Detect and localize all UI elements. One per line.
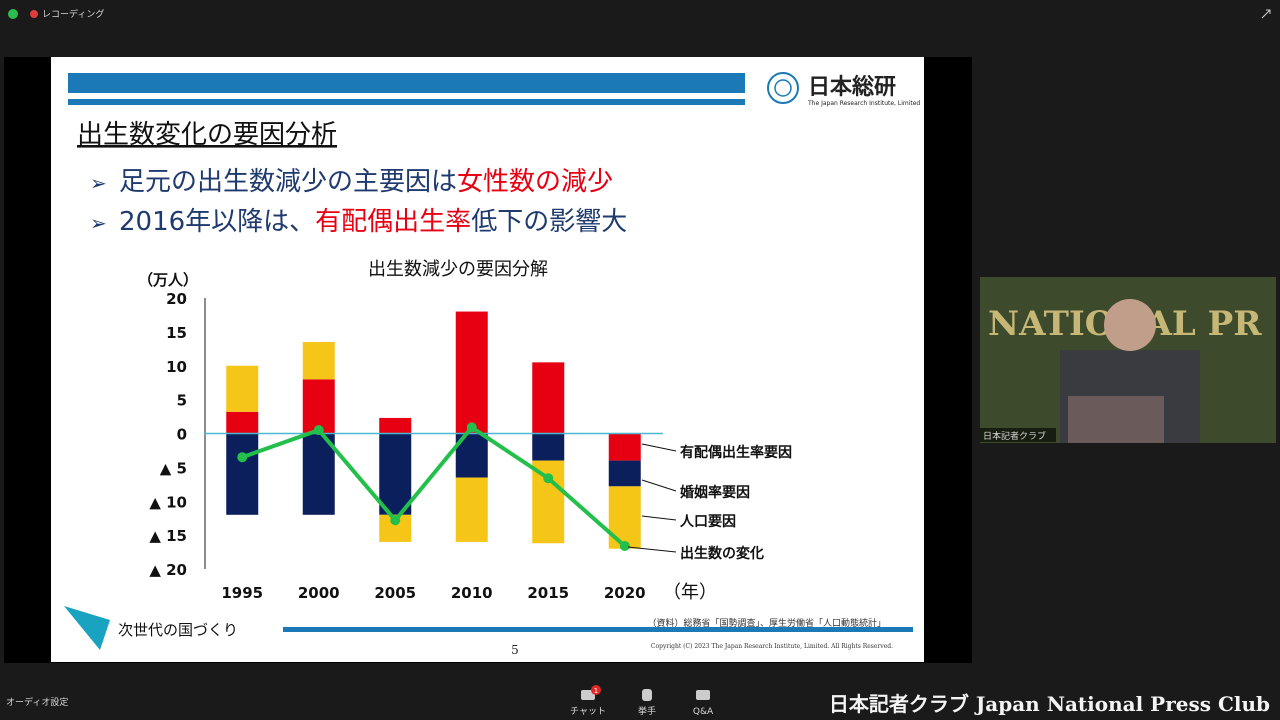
recording-label: レコーディング (42, 8, 104, 20)
slide-header-bar (68, 99, 745, 105)
participant-label-bg (980, 428, 1056, 442)
audio-settings[interactable]: オーディオ設定 (6, 696, 68, 708)
x-tick-label: 2020 (604, 584, 646, 602)
chat-button[interactable]: チャット (570, 706, 606, 717)
watermark: 日本記者クラブ Japan National Press Club (829, 692, 1270, 716)
y-tick-label: ▲ 15 (149, 527, 187, 545)
bar-segment (455, 477, 488, 542)
legend-leader (641, 515, 677, 521)
x-tick-label: 2010 (451, 584, 493, 602)
y-tick-label: ▲ 10 (149, 493, 187, 511)
bar-segment (455, 311, 488, 434)
y-tick-label: 20 (166, 290, 187, 308)
footer-bar (283, 627, 913, 632)
qa-icon[interactable] (696, 690, 710, 700)
bullet-marker: ➢ (90, 211, 107, 235)
legend-label: 有配偶出生率要因 (680, 444, 792, 461)
bar-segment (302, 379, 335, 434)
chart: 出生数減少の要因分解 （万人） （年） ▲ 20 ▲ 15 ▲ 10 ▲ 5 0 5 10 15 20… (138, 259, 792, 603)
video-speaker-head (1104, 299, 1156, 351)
y-tick-label: 0 (177, 426, 187, 444)
bar-segment (302, 342, 335, 380)
logo-name: 日本総研 (808, 74, 896, 100)
bar-segment (226, 365, 259, 412)
bar-segment (226, 433, 259, 515)
bar-segment (379, 433, 412, 515)
logo-subtitle: The Japan Research Institute, Limited (807, 100, 920, 107)
security-icon[interactable] (8, 9, 18, 19)
raise-hand-icon[interactable] (642, 689, 652, 701)
legend-label: 婚姻率要因 (680, 484, 750, 501)
footer-source: （資料）総務省「国勢調査」、厚生労働省「人口動態統計」 (647, 617, 886, 629)
chart-title: 出生数減少の要因分解 (368, 259, 548, 280)
bullet-text: 足元の出生数減少の主要因は女性数の減少 (119, 167, 613, 197)
bar-segment (608, 486, 641, 549)
y-tick-label: 5 (177, 392, 187, 410)
logo-mark (767, 72, 799, 104)
bar-segment (379, 417, 412, 434)
line-series (241, 424, 627, 548)
bar-segment (532, 362, 565, 434)
tagline-icon (64, 606, 110, 650)
recording-icon (30, 10, 38, 18)
chat-icon[interactable] (581, 690, 595, 700)
legend-label: 人口要因 (679, 514, 736, 530)
bar-segment (302, 433, 335, 515)
x-tick-label: 1995 (221, 584, 263, 602)
copyright: Copyright (C) 2023 The Japan Research In… (651, 643, 893, 650)
line-point (313, 425, 324, 436)
line-point (390, 515, 401, 526)
line-point (237, 452, 248, 463)
x-tick-label: 2015 (527, 584, 569, 602)
raise-hand-button[interactable]: 挙手 (638, 705, 656, 717)
bar-segment (608, 433, 641, 461)
line-point (466, 422, 477, 433)
chat-badge-count: 1 (594, 687, 598, 695)
footer-tagline: 次世代の国づくり (118, 621, 238, 639)
qa-button[interactable]: Q&A (693, 707, 714, 717)
bullet-segment: 2016年以降は、 (119, 207, 315, 237)
bullet-segment: 低下の影響大 (471, 207, 627, 237)
y-axis-label: （万人） (138, 271, 198, 289)
page-number: 5 (511, 643, 519, 657)
bullet-list: ➢ 足元の出生数減少の主要因は女性数の減少 ➢ 2016年以降は、有配偶出生率低下の影… (90, 167, 627, 237)
line-point (619, 540, 630, 551)
bullet-segment: 足元の出生数減少の主要因は (119, 167, 457, 197)
logo-mark (774, 79, 792, 97)
y-tick-label: ▲ 20 (149, 561, 187, 579)
bullet-marker: ➢ (90, 171, 107, 195)
bullet-text: 2016年以降は、有配偶出生率低下の影響大 (119, 207, 627, 237)
bullet-segment: 女性数の減少 (457, 167, 613, 197)
chat-badge (591, 685, 601, 695)
bar-segment (226, 411, 259, 434)
bullet-segment: 有配偶出生率 (315, 207, 471, 237)
fullscreen-button[interactable] (1261, 9, 1271, 19)
legend-label: 出生数の変化 (680, 545, 764, 562)
legend-leader (641, 479, 677, 492)
x-axis-label: （年） (663, 582, 717, 603)
y-tick-label: 15 (166, 324, 187, 342)
x-tick-label: 2005 (374, 584, 416, 602)
bar-segment (608, 460, 641, 487)
legend-leader (641, 443, 677, 452)
legend-leader (627, 546, 677, 553)
bar-segment (532, 433, 565, 461)
y-tick-label: 10 (166, 358, 187, 376)
slide-header-bar (68, 73, 745, 93)
slide-title: 出生数変化の要因分析 (77, 120, 337, 150)
video-laptop (1068, 396, 1164, 443)
line-point (543, 473, 554, 484)
participant-name: 日本記者クラブ (983, 430, 1046, 442)
x-tick-label: 2000 (298, 584, 340, 602)
y-tick-label: ▲ 5 (160, 459, 187, 477)
